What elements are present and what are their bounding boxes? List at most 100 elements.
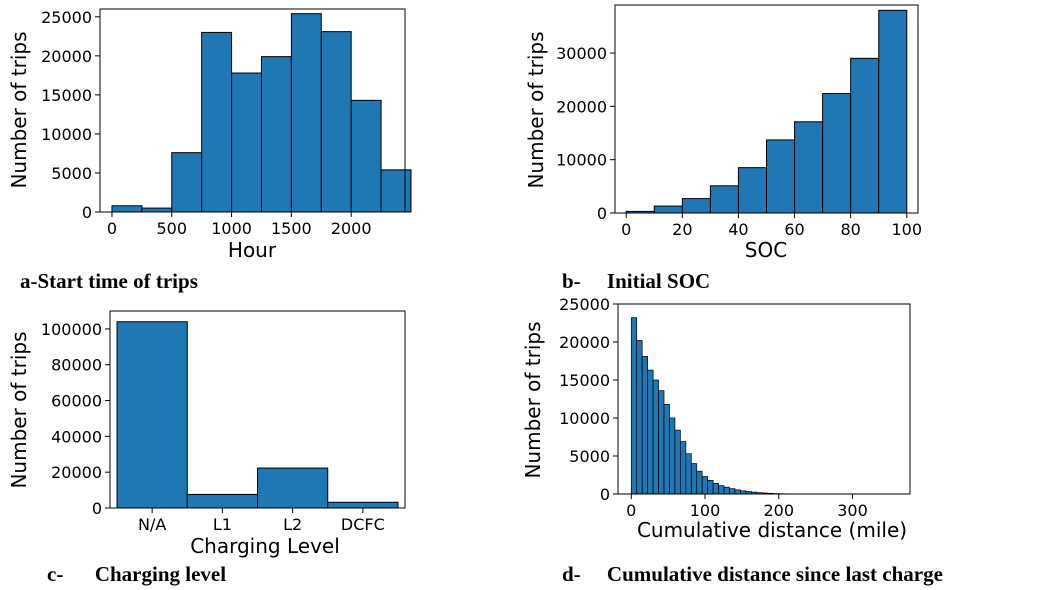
panel-b-ytick-label-1: 10000 [556, 151, 607, 170]
panel-d-ytick-label-2: 10000 [559, 409, 610, 428]
panel-c-xtick-label-2: L2 [283, 515, 302, 534]
panel-b-bar-8 [850, 57, 880, 214]
panel-b-bars [625, 9, 908, 214]
panel-d-bar-1 [636, 340, 643, 495]
panel-d: 0 5000 10000 15000 20000 25000 0 100 200 300 Cumu… [521, 295, 943, 586]
panel-b-ytick-label-0: 0 [597, 204, 607, 223]
panel-d-ylabel: Number of trips [521, 321, 545, 478]
panel-c-frame [109, 310, 406, 509]
panel-d-bar-4 [652, 379, 659, 495]
panel-c-ytick-label-4: 80000 [51, 356, 102, 375]
panel-a-axes: 0 5000 10000 15000 20000 25000 0 500 1000 1500 200… [41, 8, 371, 238]
panel-c-bars [116, 321, 399, 509]
panel-a-bar-9 [380, 169, 412, 213]
panel-b-xtick-label-4: 80 [840, 220, 860, 239]
panel-c-xtick-label-1: L1 [213, 515, 232, 534]
panel-a-xtick-label-3: 1500 [271, 219, 312, 238]
panel-a-bar-2 [171, 152, 203, 213]
panel-b-xtick-label-5: 100 [892, 220, 923, 239]
panel-d-bar-18 [729, 488, 736, 495]
panel-a-bars [111, 13, 412, 213]
panel-b-xtick-label-1: 20 [672, 220, 692, 239]
panel-c-ytick-label-3: 60000 [51, 392, 102, 411]
panel-a-ytick-label-2: 10000 [41, 125, 92, 144]
panel-a-xtick-label-1: 500 [156, 219, 187, 238]
panel-d-bar-10 [685, 453, 692, 495]
panel-d-bar-7 [669, 417, 676, 495]
panel-b-bar-7 [822, 93, 852, 214]
panel-c-xtick-label-3: DCFC [341, 515, 385, 534]
panel-a-ytick-label-3: 15000 [41, 86, 92, 105]
panel-b-ylabel: Number of trips [524, 31, 548, 188]
panel-d-bar-5 [658, 390, 665, 495]
panel-d-bar-15 [712, 483, 719, 495]
panel-a-bar-8 [350, 99, 382, 213]
panel-b-xtick-label-3: 60 [784, 220, 804, 239]
panel-d-bar-14 [707, 479, 714, 495]
panel-a-bar-5 [260, 56, 292, 213]
panel-a-caption: a-Start time of trips [20, 269, 198, 293]
panel-a-frame [99, 8, 406, 213]
panel-d-ytick-label-1: 5000 [569, 447, 610, 466]
panel-d-bar-13 [701, 476, 709, 495]
panel-d-bar-17 [723, 486, 730, 495]
panel-c-bar-1 [186, 493, 258, 509]
panel-c-bar-2 [257, 467, 329, 509]
panel-c: 0 20000 40000 60000 80000 100000 N/A L1 L2 DCFC C… [7, 310, 406, 586]
panel-a-ylabel: Number of trips [7, 31, 31, 188]
panel-d-bar-0 [630, 317, 638, 495]
panel-d-bar-6 [663, 403, 670, 495]
panel-b-axes: 0 10000 20000 30000 0 20 40 60 80 100 [556, 44, 922, 239]
panel-d-ytick-label-3: 15000 [559, 371, 610, 390]
panel-a: 0 5000 10000 15000 20000 25000 0 500 1000 1500 200… [7, 8, 412, 293]
panel-b-xtick-label-0: 0 [621, 220, 631, 239]
panel-d-xtick-label-0: 0 [626, 501, 636, 520]
panel-a-bar-1 [141, 207, 173, 213]
panel-b-ytick-label-2: 20000 [556, 97, 607, 116]
panel-d-bar-8 [674, 429, 681, 495]
panel-c-ylabel: Number of trips [7, 331, 31, 488]
panel-d-ytick-label-0: 0 [600, 485, 610, 504]
panel-c-ytick-label-5: 100000 [41, 320, 102, 339]
panel-a-bar-4 [231, 72, 262, 213]
panel-b-bar-6 [794, 121, 824, 214]
panel-b-bar-2 [681, 198, 711, 214]
panel-d-bar-19 [734, 489, 741, 495]
panel-a-ytick-label-0: 0 [82, 203, 92, 222]
panel-b-xlabel: SOC [745, 238, 787, 262]
panel-c-axes: 0 20000 40000 60000 80000 100000 N/A L1 L2 DCFC [41, 320, 385, 534]
panel-d-bar-16 [718, 485, 725, 495]
panel-b-ytick-label-3: 30000 [556, 44, 607, 63]
panel-a-xtick-label-2: 1000 [211, 219, 252, 238]
panel-d-caption: d- Cumulative distance since last charge [562, 562, 943, 586]
panel-a-bar-7 [320, 31, 352, 213]
panel-a-xtick-label-4: 2000 [331, 219, 372, 238]
panel-d-frame [617, 303, 911, 495]
panel-b-caption: b- Initial SOC [562, 269, 710, 293]
panel-a-bar-6 [290, 13, 322, 213]
panel-a-xlabel: Hour [228, 238, 277, 262]
panel-b: 0 10000 20000 30000 0 20 40 60 80 100 SOC Number … [524, 4, 922, 293]
panel-c-xtick-label-0: N/A [138, 515, 166, 534]
panel-d-ytick-label-4: 20000 [559, 333, 610, 352]
panel-d-xtick-label-2: 200 [763, 501, 794, 520]
panel-d-bars [630, 317, 894, 495]
panel-d-axes: 0 5000 10000 15000 20000 25000 0 100 200 300 [559, 295, 868, 520]
panel-d-xtick-label-3: 300 [837, 501, 868, 520]
panel-b-bar-5 [766, 139, 796, 214]
panel-b-frame [614, 4, 919, 214]
panel-d-bar-11 [690, 463, 698, 495]
panel-c-ytick-label-1: 20000 [51, 463, 102, 482]
panel-c-ytick-label-0: 0 [92, 499, 102, 518]
panel-d-xtick-label-1: 100 [690, 501, 721, 520]
panel-d-bar-12 [696, 470, 703, 495]
panel-a-bar-0 [111, 205, 143, 213]
panel-a-ytick-label-5: 25000 [41, 8, 92, 27]
panel-b-bar-9 [878, 9, 908, 214]
panel-b-xtick-label-2: 40 [728, 220, 748, 239]
panel-c-xlabel: Charging Level [190, 534, 340, 558]
panel-d-xlabel: Cumulative distance (mile) [637, 518, 907, 542]
panel-b-bar-3 [709, 185, 739, 214]
panel-a-bar-3 [201, 31, 233, 213]
